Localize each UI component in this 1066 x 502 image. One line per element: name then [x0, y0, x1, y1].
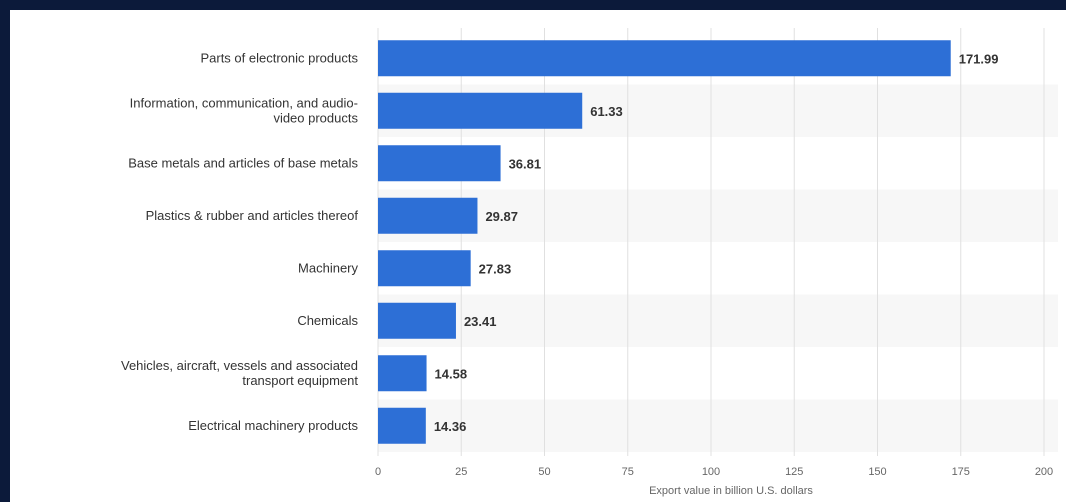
row-band	[378, 294, 1058, 347]
x-tick-label: 150	[868, 466, 886, 478]
category-label: Parts of electronic products	[200, 50, 358, 65]
value-label: 29.87	[485, 209, 518, 224]
category-label: Base metals and articles of base metals	[128, 155, 358, 170]
category-label: Plastics & rubber and articles thereof	[146, 208, 359, 223]
x-tick-label: 175	[952, 466, 970, 478]
value-label: 23.41	[464, 314, 497, 329]
x-tick-label: 25	[455, 466, 467, 478]
bar-chart: Parts of electronic products Information,…	[121, 28, 1058, 497]
x-tick-label: 50	[538, 466, 550, 478]
bar[interactable]	[378, 145, 501, 182]
value-label: 14.58	[435, 366, 468, 381]
x-axis-title: Export value in billion U.S. dollars	[649, 485, 813, 497]
row-band	[378, 399, 1058, 452]
x-tick-label: 75	[622, 466, 634, 478]
bar[interactable]	[378, 302, 456, 339]
category-label: Electrical machinery products	[188, 418, 358, 433]
category-label: Vehicles, aircraft, vessels and associat…	[121, 358, 358, 388]
bar[interactable]	[378, 92, 583, 129]
bar[interactable]	[378, 197, 478, 234]
value-label: 14.36	[434, 419, 467, 434]
value-label: 36.81	[509, 156, 542, 171]
category-label: Chemicals	[297, 313, 358, 328]
bar[interactable]	[378, 407, 426, 444]
category-label: Machinery	[298, 260, 358, 275]
value-label: 61.33	[590, 104, 623, 119]
value-label: 171.99	[959, 51, 999, 66]
x-tick-label: 0	[375, 466, 381, 478]
category-label: Information, communication, and audio-vi…	[130, 95, 359, 125]
bar[interactable]	[378, 40, 951, 77]
row-band	[378, 189, 1058, 242]
value-label: 27.83	[479, 261, 512, 276]
x-tick-label: 200	[1035, 466, 1053, 478]
chart-frame: Parts of electronic products Information,…	[10, 10, 1066, 502]
x-tick-label: 125	[785, 466, 803, 478]
bar[interactable]	[378, 355, 427, 392]
bar[interactable]	[378, 250, 471, 287]
x-tick-label: 100	[702, 466, 720, 478]
